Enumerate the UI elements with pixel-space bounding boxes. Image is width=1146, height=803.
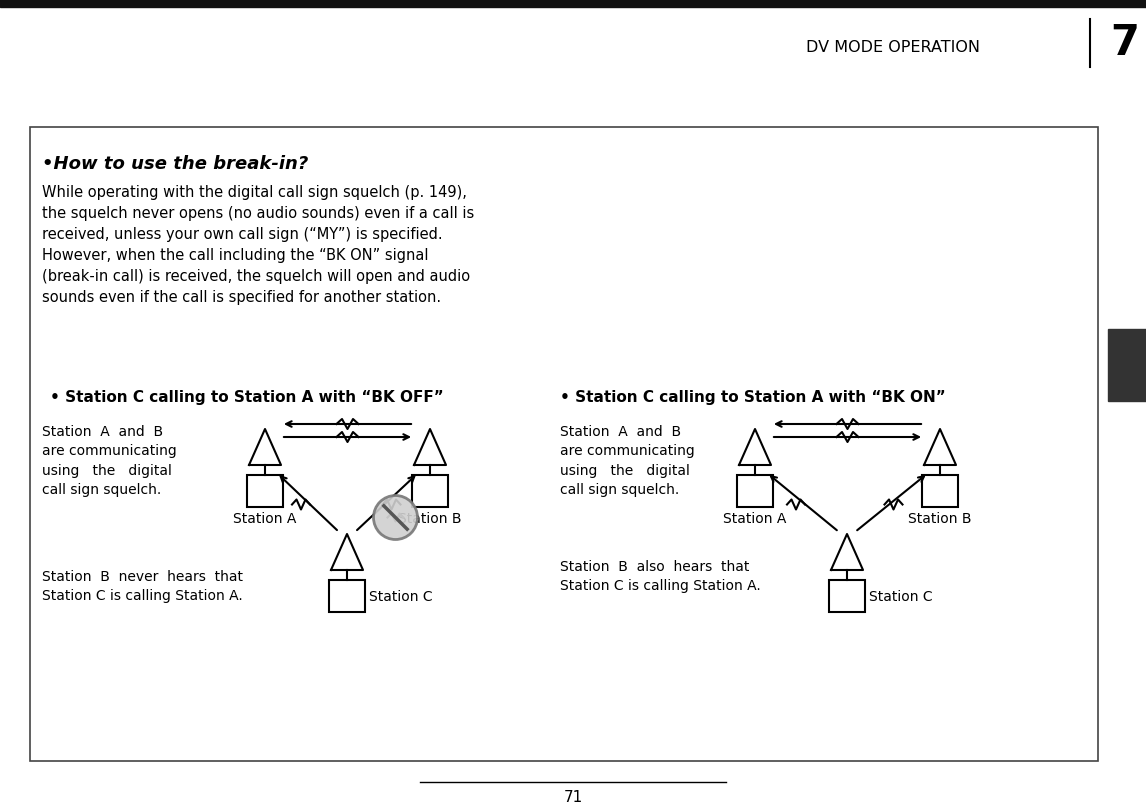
Text: the squelch never opens (no audio sounds) even if a call is: the squelch never opens (no audio sounds…	[42, 206, 474, 221]
Text: Station C: Station C	[369, 589, 433, 603]
Text: Station A: Station A	[723, 512, 786, 525]
Bar	[248, 475, 283, 507]
Bar	[1108, 329, 1146, 402]
Polygon shape	[739, 430, 771, 466]
Text: While operating with the digital call sign squelch (p. 149),: While operating with the digital call si…	[42, 185, 466, 200]
Polygon shape	[249, 430, 281, 466]
Text: Station B: Station B	[909, 512, 972, 525]
Text: (break-in call) is received, the squelch will open and audio: (break-in call) is received, the squelch…	[42, 269, 470, 283]
Bar	[923, 475, 958, 507]
Polygon shape	[414, 430, 446, 466]
Text: Station  A  and  B
are communicating
using   the   digital
call sign squelch.: Station A and B are communicating using …	[42, 425, 176, 497]
Text: However, when the call including the “BK ON” signal: However, when the call including the “BK…	[42, 247, 429, 263]
Text: • Station C calling to Station A with “BK OFF”: • Station C calling to Station A with “B…	[50, 389, 444, 405]
Bar	[0, 0, 1146, 8]
Text: Station A: Station A	[234, 512, 297, 525]
Text: 71: 71	[564, 789, 582, 803]
Polygon shape	[331, 534, 363, 570]
Bar	[413, 475, 448, 507]
Text: Station  B  never  hears  that
Station C is calling Station A.: Station B never hears that Station C is …	[42, 569, 243, 603]
Text: •How to use the break-in?: •How to use the break-in?	[42, 155, 308, 173]
Bar	[829, 581, 865, 612]
Text: Station  A  and  B
are communicating
using   the   digital
call sign squelch.: Station A and B are communicating using …	[560, 425, 694, 497]
Text: Station B: Station B	[399, 512, 462, 525]
Bar	[329, 581, 364, 612]
Circle shape	[374, 496, 417, 540]
Text: 7: 7	[1110, 22, 1139, 64]
Polygon shape	[831, 534, 863, 570]
Polygon shape	[924, 430, 956, 466]
Text: • Station C calling to Station A with “BK ON”: • Station C calling to Station A with “B…	[560, 389, 945, 405]
Text: Station  B  also  hears  that
Station C is calling Station A.: Station B also hears that Station C is c…	[560, 560, 761, 593]
Text: received, unless your own call sign (“MY”) is specified.: received, unless your own call sign (“MY…	[42, 226, 442, 242]
Bar	[30, 128, 1098, 761]
Text: Station C: Station C	[869, 589, 933, 603]
Text: sounds even if the call is specified for another station.: sounds even if the call is specified for…	[42, 290, 441, 304]
Bar	[737, 475, 774, 507]
Text: DV MODE OPERATION: DV MODE OPERATION	[806, 40, 980, 55]
